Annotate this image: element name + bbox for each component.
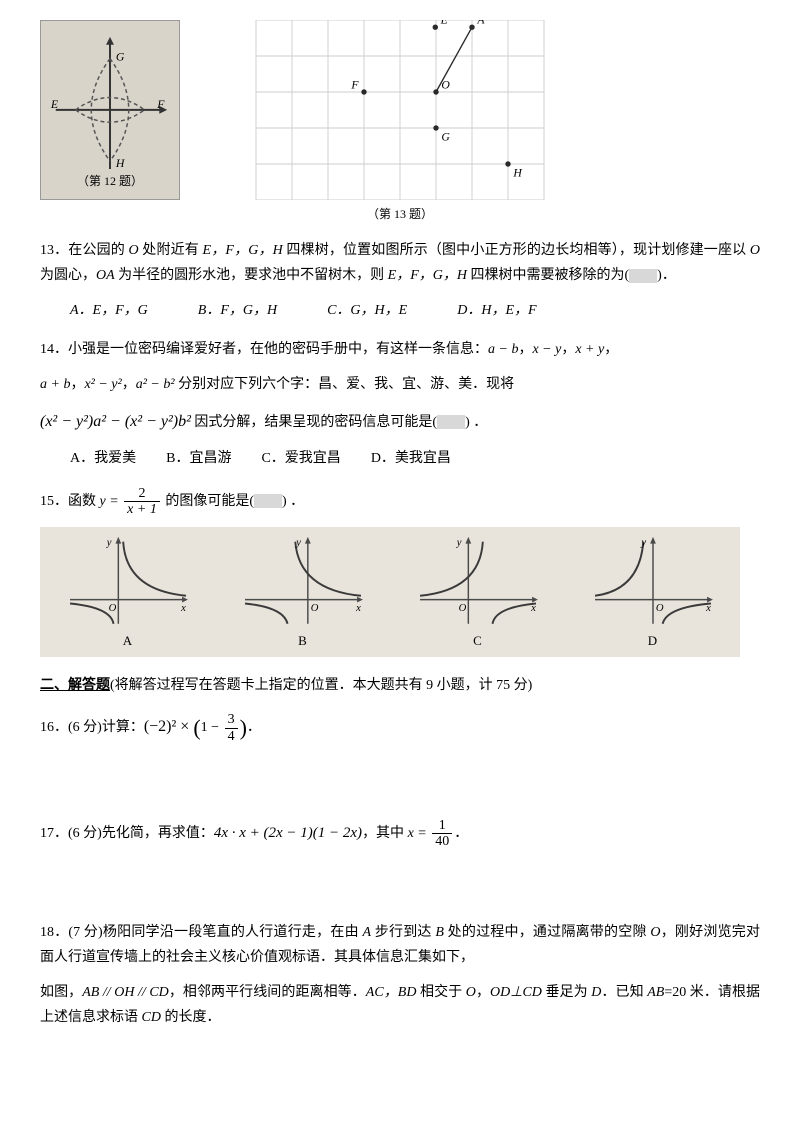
svg-text:F: F bbox=[350, 78, 359, 91]
question-14-line3: (x² − y²)a² − (x² − y²)b² 因式分解，结果呈现的密码信息… bbox=[40, 408, 760, 437]
svg-text:G: G bbox=[441, 131, 450, 144]
figure-13: E A F O G H （第 13 题） bbox=[240, 20, 560, 226]
svg-text:y: y bbox=[105, 538, 111, 549]
svg-text:y: y bbox=[455, 538, 461, 549]
graph-b: O x y B bbox=[228, 532, 378, 652]
question-17: 17．(6 分)先化简，再求值：4x · x + (2x − 1)(1 − 2x… bbox=[40, 818, 760, 850]
q15-graph-strip: O x y A O x y B O x y bbox=[40, 527, 740, 657]
q13-options: A．E，F，G B．F，G，H C．G，H，E D．H，E，F bbox=[70, 298, 760, 323]
figures-row: G H E F （第 12 题） E A F O G H （第 13 题） bbox=[40, 20, 760, 226]
q14-opt-b: B．宜昌游 bbox=[166, 446, 231, 471]
q13-text: 13．在公园的 bbox=[40, 243, 129, 258]
label-H: H bbox=[115, 156, 126, 170]
svg-text:H: H bbox=[512, 167, 522, 180]
svg-text:E: E bbox=[440, 20, 448, 27]
question-18-line2: 如图，AB // OH // CD，相邻两平行线间的距离相等．AC，BD 相交于… bbox=[40, 980, 760, 1030]
svg-text:y: y bbox=[640, 538, 646, 549]
label-E: E bbox=[50, 97, 59, 111]
answer-blank bbox=[629, 269, 657, 283]
q13-opt-a: A．E，F，G bbox=[70, 298, 148, 323]
figure-13-caption: （第 13 题） bbox=[367, 204, 433, 226]
answer-blank bbox=[437, 415, 465, 429]
label-G: G bbox=[116, 50, 125, 64]
svg-text:O: O bbox=[108, 604, 116, 615]
q13-opt-b: B．F，G，H bbox=[198, 298, 277, 323]
svg-text:A: A bbox=[476, 20, 485, 27]
figure-12-image: G H E F （第 12 题） bbox=[40, 20, 180, 200]
svg-text:O: O bbox=[310, 604, 318, 615]
figure-12: G H E F （第 12 题） bbox=[40, 20, 180, 200]
question-14: 14．小强是一位密码编译爱好者，在他的密码手册中，有这样一条信息：a − b，x… bbox=[40, 337, 760, 362]
figure-12-svg: G H E F bbox=[41, 31, 179, 189]
question-13: 13．在公园的 O 处附近有 E，F，G，H 四棵树，位置如图所示（图中小正方形… bbox=[40, 238, 760, 288]
svg-text:x: x bbox=[530, 604, 536, 615]
svg-text:O: O bbox=[655, 604, 663, 615]
q13-opt-c: C．G，H，E bbox=[327, 298, 407, 323]
graph-c: O x y C bbox=[403, 532, 553, 652]
q14-opt-d: D．美我宜昌 bbox=[371, 446, 451, 471]
graph-d: O x y D bbox=[578, 532, 728, 652]
graph-a: O x y A bbox=[53, 532, 203, 652]
svg-text:O: O bbox=[441, 78, 450, 91]
question-15: 15．函数 y = 2x + 1 的图像可能是() ． bbox=[40, 486, 760, 518]
question-16: 16．(6 分)计算：(−2)² × (1 − 34)． bbox=[40, 708, 760, 748]
svg-text:O: O bbox=[458, 604, 466, 615]
svg-text:x: x bbox=[705, 604, 711, 615]
q14-options: A．我爱美 B．宜昌游 C．爱我宜昌 D．美我宜昌 bbox=[70, 446, 760, 471]
figure-13-svg: E A F O G H bbox=[240, 20, 560, 200]
q13-opt-d: D．H，E，F bbox=[457, 298, 536, 323]
label-F: F bbox=[156, 97, 165, 111]
figure-13-image: E A F O G H bbox=[240, 20, 560, 200]
figure-12-caption: （第 12 题） bbox=[77, 171, 143, 193]
question-14-line2: a + b，x² − y²，a² − b² 分别对应下列六个字：昌、爱、我、宜、… bbox=[40, 372, 760, 397]
q14-opt-a: A．我爱美 bbox=[70, 446, 136, 471]
answer-blank bbox=[254, 494, 282, 508]
svg-text:x: x bbox=[355, 604, 361, 615]
q14-opt-c: C．爱我宜昌 bbox=[261, 446, 340, 471]
question-18: 18．(7 分)杨阳同学沿一段笔直的人行道行走，在由 A 步行到达 B 处的过程… bbox=[40, 920, 760, 970]
svg-text:y: y bbox=[295, 538, 301, 549]
section-2-header: 二、解答题(将解答过程写在答题卡上指定的位置．本大题共有 9 小题，计 75 分… bbox=[40, 673, 760, 698]
svg-text:x: x bbox=[180, 604, 186, 615]
